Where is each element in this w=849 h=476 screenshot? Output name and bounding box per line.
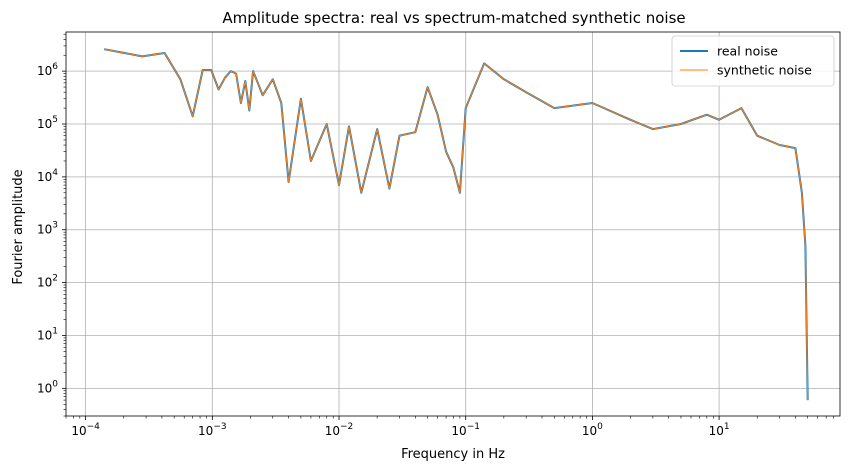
y-tick-label-exponent: 6 xyxy=(52,62,58,72)
y-tick-label-base: 10 xyxy=(37,276,52,290)
x-tick-label: 100 xyxy=(582,422,603,438)
chart-title: Amplitude spectra: real vs spectrum-matc… xyxy=(222,9,685,27)
legend: real noise synthetic noise xyxy=(671,35,835,87)
y-tick-label-base: 10 xyxy=(37,170,52,184)
x-tick-label: 10−1 xyxy=(451,422,480,438)
x-tick-label-exponent: 0 xyxy=(597,422,603,432)
y-tick-label: 101 xyxy=(37,326,58,342)
y-tick-label: 104 xyxy=(37,168,58,184)
x-tick-label-base: 10 xyxy=(709,424,724,438)
x-tick-label-exponent: −3 xyxy=(213,422,226,432)
y-tick-label: 106 xyxy=(37,62,58,78)
x-tick-label-base: 10 xyxy=(198,424,213,438)
y-tick-label-base: 10 xyxy=(37,223,52,237)
y-tick-label-base: 10 xyxy=(37,328,52,342)
legend-label: synthetic noise xyxy=(717,63,812,78)
y-tick-label-exponent: 4 xyxy=(52,168,58,178)
plot-area xyxy=(103,48,809,401)
x-tick-label-base: 10 xyxy=(71,424,86,438)
x-tick-label-exponent: 1 xyxy=(724,422,730,432)
x-tick-label-exponent: −4 xyxy=(87,422,101,432)
x-tick-label: 101 xyxy=(709,422,730,438)
y-tick-label-exponent: 0 xyxy=(52,379,58,389)
y-tick-label-base: 10 xyxy=(37,117,52,131)
legend-box xyxy=(671,35,835,87)
axes-frame xyxy=(65,31,841,417)
grid-lines xyxy=(66,32,840,416)
x-tick-label: 10−2 xyxy=(325,422,354,438)
x-tick-label-base: 10 xyxy=(451,424,466,438)
y-tick-label: 102 xyxy=(37,274,58,290)
y-tick-label-base: 10 xyxy=(37,381,52,395)
y-axis-label: Fourier amplitude xyxy=(11,169,26,284)
x-tick-label-exponent: −1 xyxy=(467,422,480,432)
x-axis-label: Frequency in Hz xyxy=(401,447,505,462)
y-tick-label: 103 xyxy=(37,221,58,237)
series-line-synthetic-noise xyxy=(104,48,809,401)
y-tick-label-exponent: 2 xyxy=(52,274,58,284)
y-tick-label-base: 10 xyxy=(37,64,52,78)
y-tick-label-exponent: 5 xyxy=(52,115,58,125)
series-line-real-noise xyxy=(103,48,809,401)
y-tick-label: 105 xyxy=(37,115,58,131)
x-tick-label: 10−4 xyxy=(71,422,100,438)
y-tick-label-exponent: 1 xyxy=(52,326,58,336)
x-tick-label-base: 10 xyxy=(325,424,340,438)
y-tick-label-exponent: 3 xyxy=(52,221,58,231)
x-axis-ticks: 10−4 10−3 10−2 10−1 100 101 xyxy=(65,416,834,438)
x-tick-label-base: 10 xyxy=(582,424,597,438)
y-tick-label: 100 xyxy=(37,379,58,395)
x-tick-label: 10−3 xyxy=(198,422,227,438)
legend-label: real noise xyxy=(717,44,778,59)
x-tick-label-exponent: −2 xyxy=(340,422,353,432)
